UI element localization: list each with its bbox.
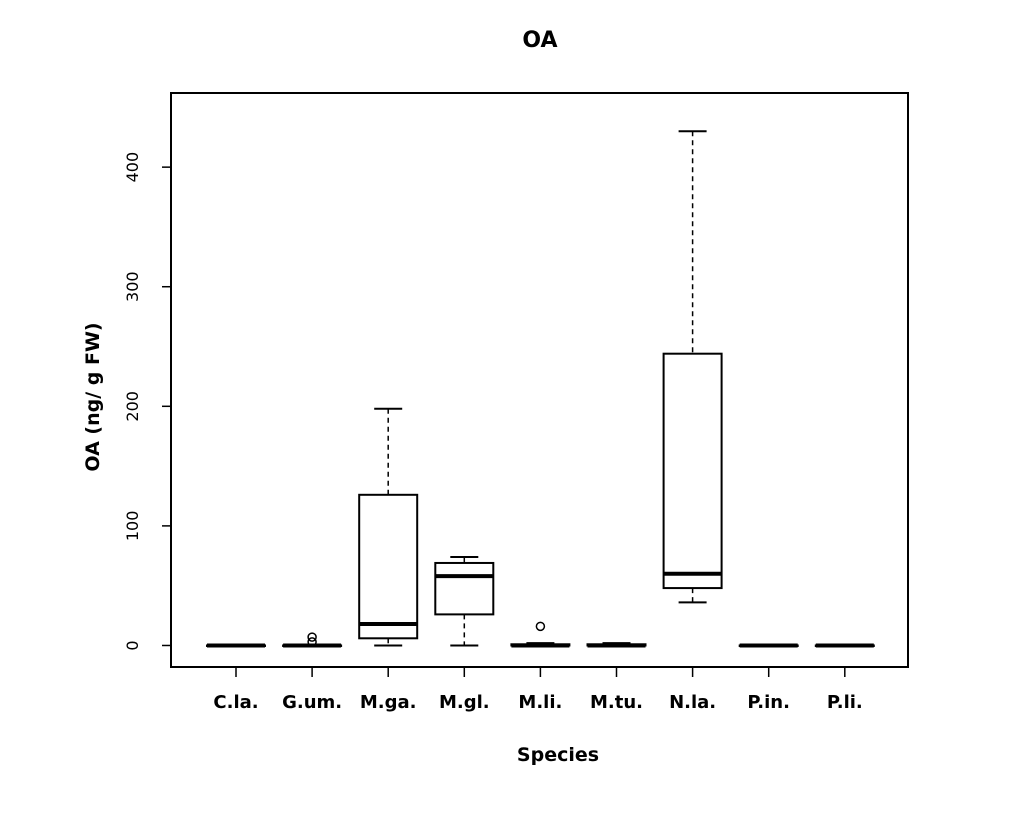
box-3 — [358, 407, 419, 647]
y-tick-label: 200 — [123, 391, 142, 422]
x-tick-label: N.la. — [669, 692, 716, 713]
box-7 — [662, 130, 723, 604]
box-iqr — [662, 352, 723, 590]
chart-title: OA — [522, 28, 557, 53]
outlier-point — [307, 632, 317, 642]
y-tick-label: 100 — [123, 511, 142, 542]
x-tick-label: P.li. — [827, 692, 863, 713]
y-tick-label: 300 — [123, 271, 142, 302]
box-iqr — [358, 493, 419, 640]
y-tick-label: 0 — [123, 640, 142, 650]
x-tick-label: G.um. — [282, 692, 342, 713]
box-6 — [586, 642, 647, 648]
box-8 — [738, 643, 799, 648]
boxes — [206, 130, 875, 648]
x-tick-label: C.la. — [213, 692, 258, 713]
box-9 — [814, 643, 875, 648]
box-2 — [282, 632, 343, 648]
x-tick-label: P.in. — [747, 692, 790, 713]
y-axis: 0 100 200 300 400 — [123, 152, 171, 651]
box-4 — [434, 555, 495, 647]
x-axis-label: Species — [517, 744, 599, 766]
box-5 — [510, 621, 571, 648]
outlier-point — [307, 637, 317, 647]
x-tick-label: M.li. — [518, 692, 562, 713]
x-tick-label: M.tu. — [590, 692, 643, 713]
y-tick-label: 400 — [123, 152, 142, 183]
x-tick-label: M.ga. — [360, 692, 417, 713]
x-tick-label: M.gl. — [439, 692, 490, 713]
box-iqr — [434, 561, 495, 616]
outlier-point — [535, 621, 546, 632]
plot-frame — [170, 92, 909, 668]
box-1 — [206, 643, 266, 648]
y-axis-label: OA (ng/ g FW) — [82, 322, 104, 471]
x-axis: C.la. G.um. M.ga. M.gl. M.li. M.tu. N.la. P.in.… — [213, 667, 863, 713]
